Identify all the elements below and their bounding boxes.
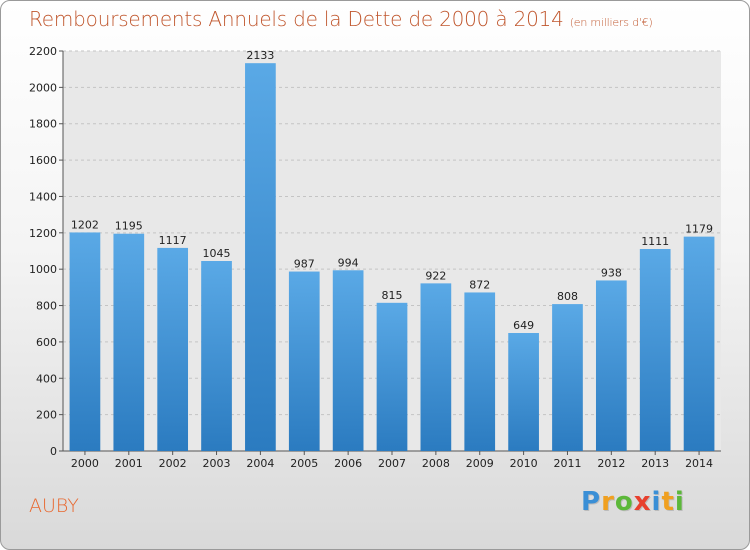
x-tick-label: 2012	[597, 457, 625, 470]
bar-value-label: 2133	[246, 49, 274, 62]
bar-value-label: 1195	[115, 220, 143, 233]
bar	[376, 302, 408, 451]
bar	[332, 270, 364, 451]
x-tick-label: 2003	[203, 457, 231, 470]
bar	[639, 249, 671, 451]
bar	[595, 280, 627, 451]
bar-value-label: 1179	[685, 223, 713, 236]
bar-value-label: 815	[382, 289, 403, 302]
bar-value-label: 1202	[71, 218, 99, 231]
x-tick-label: 2005	[290, 457, 318, 470]
chart-title: Remboursements Annuels de la Dette de 20…	[29, 7, 564, 31]
x-tick-label: 2010	[510, 457, 538, 470]
bar	[464, 292, 496, 451]
bar	[552, 304, 583, 451]
x-tick-label: 2001	[115, 457, 143, 470]
logo-letter: x	[633, 487, 652, 517]
proxiti-logo: Proxiti	[581, 487, 685, 517]
x-tick-label: 2008	[422, 457, 450, 470]
bar-value-label: 1111	[641, 235, 669, 248]
y-tick-label: 2200	[29, 45, 57, 58]
y-tick-label: 1400	[29, 190, 57, 203]
bar	[157, 247, 189, 451]
logo-letter: r	[601, 487, 615, 517]
bar	[683, 236, 715, 451]
logo-letter: t	[661, 487, 675, 517]
y-tick-label: 400	[36, 372, 57, 385]
y-tick-label: 1200	[29, 227, 57, 240]
y-tick-label: 2000	[29, 81, 57, 94]
bar-value-label: 922	[425, 269, 446, 282]
y-tick-label: 1000	[29, 263, 57, 276]
logo-letter: i	[651, 487, 662, 517]
bar-value-label: 1045	[203, 247, 231, 260]
logo-letter: o	[614, 487, 634, 517]
bar	[245, 63, 276, 451]
y-tick-label: 200	[36, 409, 57, 422]
bar-value-label: 649	[513, 319, 534, 332]
bar	[69, 232, 101, 451]
bar-value-label: 872	[469, 278, 490, 291]
x-tick-label: 2004	[246, 457, 274, 470]
x-tick-label: 2002	[159, 457, 187, 470]
bar	[288, 271, 320, 451]
bar-value-label: 1117	[159, 234, 187, 247]
bar	[420, 283, 452, 451]
logo-letter: i	[674, 487, 685, 517]
chart-subtitle: (en milliers d'€)	[569, 16, 653, 29]
bar-value-label: 808	[557, 290, 578, 303]
y-tick-label: 600	[36, 336, 57, 349]
bar-value-label: 994	[338, 256, 359, 269]
x-tick-label: 2000	[71, 457, 99, 470]
bar	[508, 333, 539, 451]
y-tick-label: 800	[36, 300, 57, 313]
bar-value-label: 987	[294, 258, 315, 271]
x-tick-label: 2013	[641, 457, 669, 470]
x-tick-label: 2006	[334, 457, 362, 470]
bar	[113, 233, 145, 451]
x-tick-label: 2007	[378, 457, 406, 470]
y-tick-label: 0	[50, 445, 57, 458]
x-tick-label: 2009	[466, 457, 494, 470]
y-tick-label: 1800	[29, 118, 57, 131]
bar	[201, 261, 232, 451]
x-tick-label: 2014	[685, 457, 713, 470]
place-name: AUBY	[29, 495, 79, 517]
chart-title-block: Remboursements Annuels de la Dette de 20…	[29, 7, 653, 31]
logo-letter: P	[581, 487, 602, 517]
bar-value-label: 938	[601, 266, 622, 279]
x-tick-label: 2011	[553, 457, 581, 470]
y-tick-label: 1600	[29, 154, 57, 167]
